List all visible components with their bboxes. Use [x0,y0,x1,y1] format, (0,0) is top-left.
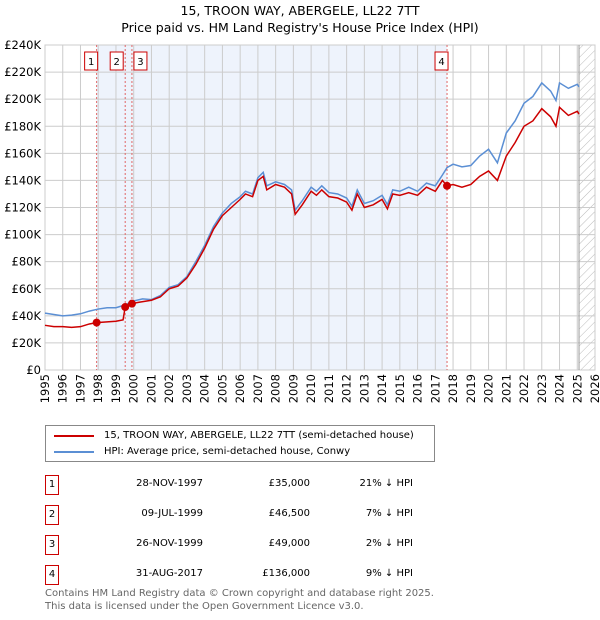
sale-price: £46,500 [268,508,310,519]
sale-label-box: 2 [109,51,124,71]
x-tick-label: 2011 [322,374,336,403]
sale-label-frame [84,51,99,71]
legend-item-property: 15, TROON WAY, ABERGELE, LL22 7TT (semi-… [54,430,414,442]
sale-date: 31-AUG-2017 [135,568,203,579]
x-tick-label: 2026 [588,374,600,403]
table-row: 1 28-NOV-1997 £35,000 21% ↓ HPI [45,475,445,495]
legend-label: 15, TROON WAY, ABERGELE, LL22 7TT (semi-… [104,430,414,441]
hpi-diff: 7% ↓ HPI [365,508,413,519]
x-tick-label: 2003 [180,374,194,403]
sale-price: £49,000 [268,538,310,549]
property-price-line [44,105,580,329]
y-tick-label: £160K [4,146,41,160]
y-tick-label: £220K [4,65,41,79]
x-tick-label: 2023 [535,374,549,403]
x-tick-label: 2000 [127,374,141,403]
y-tick-label: £80K [12,255,42,269]
y-tick-label: £60K [12,282,42,296]
x-tick-label: 2016 [411,374,425,403]
y-tick-label: £140K [4,173,41,187]
x-tick-label: 2012 [340,374,354,403]
y-tick-label: £20K [12,336,42,350]
legend-swatch-red [54,435,94,437]
hpi-diff: 2% ↓ HPI [365,538,413,549]
chart-title: 15, TROON WAY, ABERGELE, LL22 7TT [180,3,420,18]
sale-price: £136,000 [262,568,310,579]
legend: 15, TROON WAY, ABERGELE, LL22 7TT (semi-… [45,425,435,462]
x-tick-label: 2006 [233,374,247,403]
x-tick-label: 2010 [304,374,318,403]
x-tick-label: 2014 [375,374,389,403]
y-tick-label: £240K [4,38,41,52]
x-tick-label: 2024 [553,374,567,403]
y-tick-label: £0 [26,363,41,377]
x-tick-label: 1998 [91,374,105,403]
x-tick-label: 2017 [428,374,442,403]
sale-date: 28-NOV-1997 [136,478,203,489]
sale-marker-badge: 2 [45,505,59,525]
table-row: 4 31-AUG-2017 £136,000 9% ↓ HPI [45,565,445,585]
x-tick-label: 1999 [109,374,123,403]
x-tick-label: 2009 [286,374,300,403]
sale-point [443,181,452,190]
y-tick-label: £40K [12,309,42,323]
hpi-diff: 21% ↓ HPI [359,478,413,489]
hpi-diff: 9% ↓ HPI [365,568,413,579]
y-tick-label: £100K [4,228,41,242]
x-tick-label: 2018 [446,374,460,403]
chart-subtitle: Price paid vs. HM Land Registry's House … [121,20,479,35]
y-tick-label: £200K [4,92,41,106]
plot-border [44,44,596,371]
sale-label-box: 4 [434,51,449,71]
sale-date: 09-JUL-1999 [141,508,203,519]
sale-price: £35,000 [268,478,310,489]
footer-copyright: Contains HM Land Registry data © Crown c… [45,588,434,599]
legend-label: HPI: Average price, semi-detached house,… [104,446,351,457]
sale-label-number: 1 [88,57,94,68]
sale-label-number: 3 [137,57,143,68]
x-tick-label: 2001 [144,374,158,403]
x-tick-label: 2004 [198,374,212,403]
x-tick-label: 2002 [162,374,176,403]
hpi-line [44,81,580,317]
x-tick-label: 1997 [73,374,87,403]
y-tick-label: £180K [4,119,41,133]
sale-marker-badge: 4 [45,565,59,585]
legend-swatch-blue [54,451,94,453]
x-tick-label: 2020 [482,374,496,403]
x-tick-label: 2025 [570,374,584,403]
sale-label-frame [133,51,148,71]
x-tick-label: 2013 [357,374,371,403]
sale-point [92,318,101,327]
x-tick-label: 2015 [393,374,407,403]
x-tick-label: 1995 [38,374,52,403]
x-tick-label: 2019 [464,374,478,403]
footer: Contains HM Land Registry data © Crown c… [45,587,434,613]
sale-label-frame [434,51,449,71]
sale-point [127,299,136,308]
x-tick-label: 2007 [251,374,265,403]
price-chart: £0 £20K £40K £60K £80K £100K £120K £140K £160K £1… [4,38,600,403]
sale-point [121,303,130,312]
x-tick-label: 2021 [499,374,513,403]
sale-marker-badge: 3 [45,535,59,555]
sale-label-number: 4 [438,57,444,68]
table-row: 2 09-JUL-1999 £46,500 7% ↓ HPI [45,505,445,525]
x-tick-label: 1996 [56,374,70,403]
sale-marker-badge: 1 [45,475,59,495]
sale-date: 26-NOV-1999 [136,538,203,549]
legend-item-hpi: HPI: Average price, semi-detached house,… [54,446,350,458]
sale-label-frame [109,51,124,71]
x-tick-label: 2005 [215,374,229,403]
y-tick-label: £120K [4,201,41,215]
table-row: 3 26-NOV-1999 £49,000 2% ↓ HPI [45,535,445,555]
sale-label-box: 1 [84,51,99,71]
sale-label-box: 3 [133,51,148,71]
footer-licence: This data is licensed under the Open Gov… [45,601,364,612]
x-tick-label: 2022 [517,374,531,403]
sale-label-number: 2 [114,57,120,68]
x-tick-label: 2008 [269,374,283,403]
